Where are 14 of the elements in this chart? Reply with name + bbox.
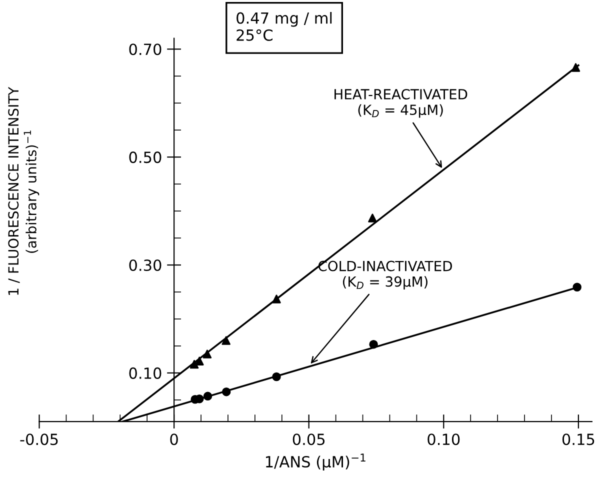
y-tick-label: 0.70 [129, 44, 162, 56]
x-tick-label: 0.05 [292, 434, 325, 446]
x-tick-label: -0.05 [20, 434, 58, 446]
annotation: HEAT-REACTIVATED (K$_{D}$ = 45μM) [334, 88, 468, 118]
annotation: 0.47 mg / ml 25°C [236, 12, 332, 41]
y-axis-title: 1 / FLUORESCENCE INTENSITY (arbitrary units)$^{−1}$ [8, 86, 40, 295]
y-tick-label: 0.50 [129, 152, 162, 164]
x-tick-label: 0.10 [428, 434, 460, 446]
x-tick-label: 0 [170, 434, 178, 446]
annotation: COLD-INACTIVATED (K$_{D}$ = 39μM) [318, 260, 452, 290]
x-tick-label: 0.15 [562, 434, 594, 446]
x-axis-title: 1/ANS (μM)$^{−1}$ [266, 454, 366, 470]
y-tick-label: 0.30 [129, 259, 162, 272]
y-tick-label: 0.10 [129, 367, 162, 379]
